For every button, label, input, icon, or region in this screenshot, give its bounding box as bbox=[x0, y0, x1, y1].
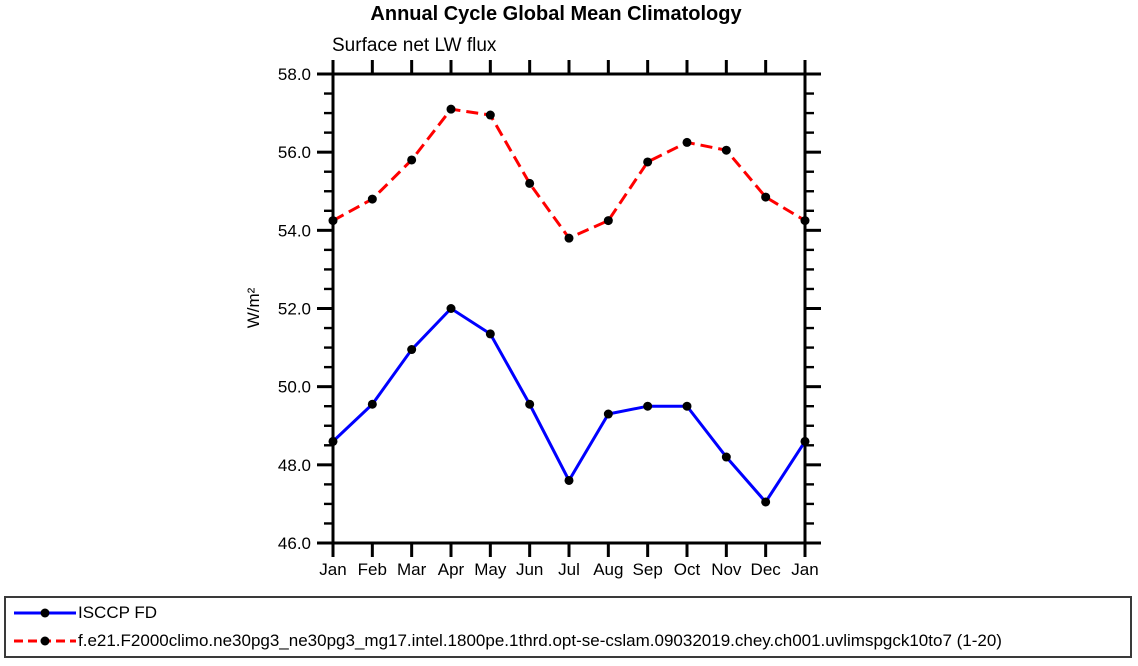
data-point-marker-model-run bbox=[761, 192, 771, 202]
month-label: Dec bbox=[751, 560, 782, 579]
series-line-model-run bbox=[332, 107, 806, 241]
month-label: Nov bbox=[711, 560, 742, 579]
chart-subtitle: Surface net LW flux bbox=[332, 35, 497, 56]
data-point-marker-isccp-fd bbox=[367, 399, 377, 409]
month-label: Aug bbox=[593, 560, 623, 579]
data-point-marker-isccp-fd bbox=[328, 436, 338, 446]
legend-box: ISCCP FD f.e21.F2000climo.ne30pg3_ne30pg… bbox=[4, 596, 1132, 658]
data-point-marker-model-run bbox=[525, 178, 535, 188]
legend-label-model-run: f.e21.F2000climo.ne30pg3_ne30pg3_mg17.in… bbox=[78, 631, 1002, 650]
legend-item-model-run: f.e21.F2000climo.ne30pg3_ne30pg3_mg17.in… bbox=[13, 628, 1130, 654]
annual-cycle-line-chart: 46.0 48.0 50.0 52.0 54.0 56.0 58.0 Jan Feb Mar Apr… bbox=[278, 60, 821, 579]
data-point-marker-model-run bbox=[446, 104, 456, 114]
dashed-line-sample-icon bbox=[14, 636, 76, 646]
data-point-marker-model-run bbox=[643, 157, 653, 167]
y-tick-label: 56.0 bbox=[278, 143, 311, 162]
data-point-marker-model-run bbox=[682, 137, 692, 147]
legend-sample-marker bbox=[40, 636, 50, 646]
data-point-marker-isccp-fd bbox=[800, 436, 810, 446]
y-tick-label: 58.0 bbox=[278, 65, 311, 84]
month-label: Apr bbox=[438, 560, 465, 579]
data-point-marker-isccp-fd bbox=[643, 401, 653, 411]
legend-sample-marker bbox=[40, 608, 50, 618]
month-label: Mar bbox=[397, 560, 427, 579]
data-point-marker-model-run bbox=[485, 110, 495, 120]
month-label: Jan bbox=[791, 560, 818, 579]
data-point-marker-model-run bbox=[721, 145, 731, 155]
month-label: Jul bbox=[558, 560, 580, 579]
month-label: May bbox=[474, 560, 507, 579]
month-label: Sep bbox=[633, 560, 663, 579]
data-point-marker-isccp-fd bbox=[682, 401, 692, 411]
y-tick-label: 48.0 bbox=[278, 456, 311, 475]
data-point-marker-isccp-fd bbox=[485, 329, 495, 339]
data-point-marker-isccp-fd bbox=[407, 345, 417, 355]
data-point-marker-isccp-fd bbox=[564, 475, 574, 485]
month-label: Oct bbox=[674, 560, 701, 579]
month-label: Feb bbox=[358, 560, 387, 579]
data-point-marker-model-run bbox=[328, 216, 338, 226]
chart-title: Annual Cycle Global Mean Climatology bbox=[370, 3, 742, 25]
data-point-marker-isccp-fd bbox=[525, 399, 535, 409]
data-point-marker-isccp-fd bbox=[721, 452, 731, 462]
y-tick-label: 50.0 bbox=[278, 378, 311, 397]
solid-line-sample-icon bbox=[14, 608, 76, 618]
data-point-marker-model-run bbox=[407, 155, 417, 165]
month-label: Jan bbox=[319, 560, 346, 579]
legend-item-isccp-fd: ISCCP FD bbox=[13, 600, 1130, 626]
series-line-isccp-fd bbox=[331, 306, 807, 505]
plot-frame bbox=[331, 72, 807, 545]
data-point-marker-model-run bbox=[564, 233, 574, 243]
data-point-marker-model-run bbox=[800, 216, 810, 226]
y-tick-label: 54.0 bbox=[278, 221, 311, 240]
month-label: Jun bbox=[516, 560, 543, 579]
data-point-marker-isccp-fd bbox=[761, 497, 771, 507]
legend-label-isccp-fd: ISCCP FD bbox=[78, 603, 158, 622]
y-tick-label: 46.0 bbox=[278, 534, 311, 553]
data-point-marker-isccp-fd bbox=[603, 409, 613, 419]
data-point-marker-model-run bbox=[367, 194, 377, 204]
data-point-marker-model-run bbox=[603, 216, 613, 226]
data-point-marker-isccp-fd bbox=[446, 304, 456, 313]
y-tick-label: 52.0 bbox=[278, 300, 311, 319]
